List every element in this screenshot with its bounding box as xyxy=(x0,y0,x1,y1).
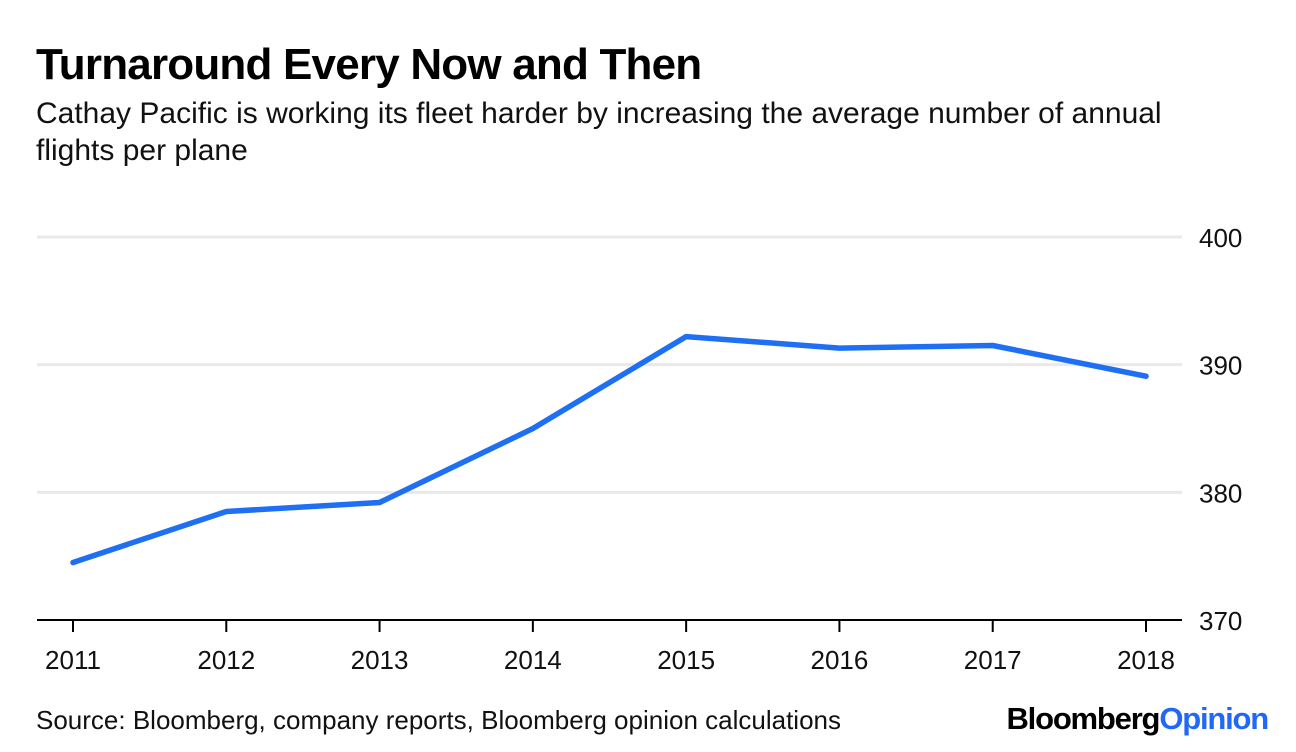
y-tick-label-400: 400 xyxy=(1199,223,1242,253)
data-point-2016 xyxy=(836,345,843,351)
data-point-2015 xyxy=(683,333,689,340)
x-tick-label-2012: 2012 xyxy=(197,645,255,675)
data-point-2017 xyxy=(990,342,996,349)
x-tick-label-2014: 2014 xyxy=(504,645,562,675)
chart-subtitle: Cathay Pacific is working its fleet hard… xyxy=(36,97,1162,167)
data-point-2013 xyxy=(376,499,383,506)
x-tick-label-2013: 2013 xyxy=(351,645,409,675)
y-tick-label-380: 380 xyxy=(1199,478,1242,508)
x-tick-label-2015: 2015 xyxy=(657,645,715,675)
x-tick-label-2018: 2018 xyxy=(1117,645,1175,675)
brand-section: Opinion xyxy=(1159,701,1269,736)
x-tick-label-2011: 2011 xyxy=(45,645,101,675)
source-note: Source: Bloomberg, company reports, Bloo… xyxy=(36,705,841,735)
series-line-0 xyxy=(70,333,1149,566)
bloomberg-opinion-logo: BloombergOpinion xyxy=(1006,699,1269,739)
x-tick-label-2017: 2017 xyxy=(964,645,1022,675)
y-tick-label-370: 370 xyxy=(1199,606,1242,636)
data-point-2018 xyxy=(1143,373,1149,379)
chart-title: Turnaround Every Now and Then xyxy=(36,40,702,89)
data-point-2011 xyxy=(70,559,76,566)
data-point-2012 xyxy=(223,508,229,515)
x-tick-label-2016: 2016 xyxy=(811,645,869,675)
data-point-2014 xyxy=(530,425,536,432)
y-tick-label-390: 390 xyxy=(1199,351,1242,381)
brand-name: Bloomberg xyxy=(1006,701,1160,736)
